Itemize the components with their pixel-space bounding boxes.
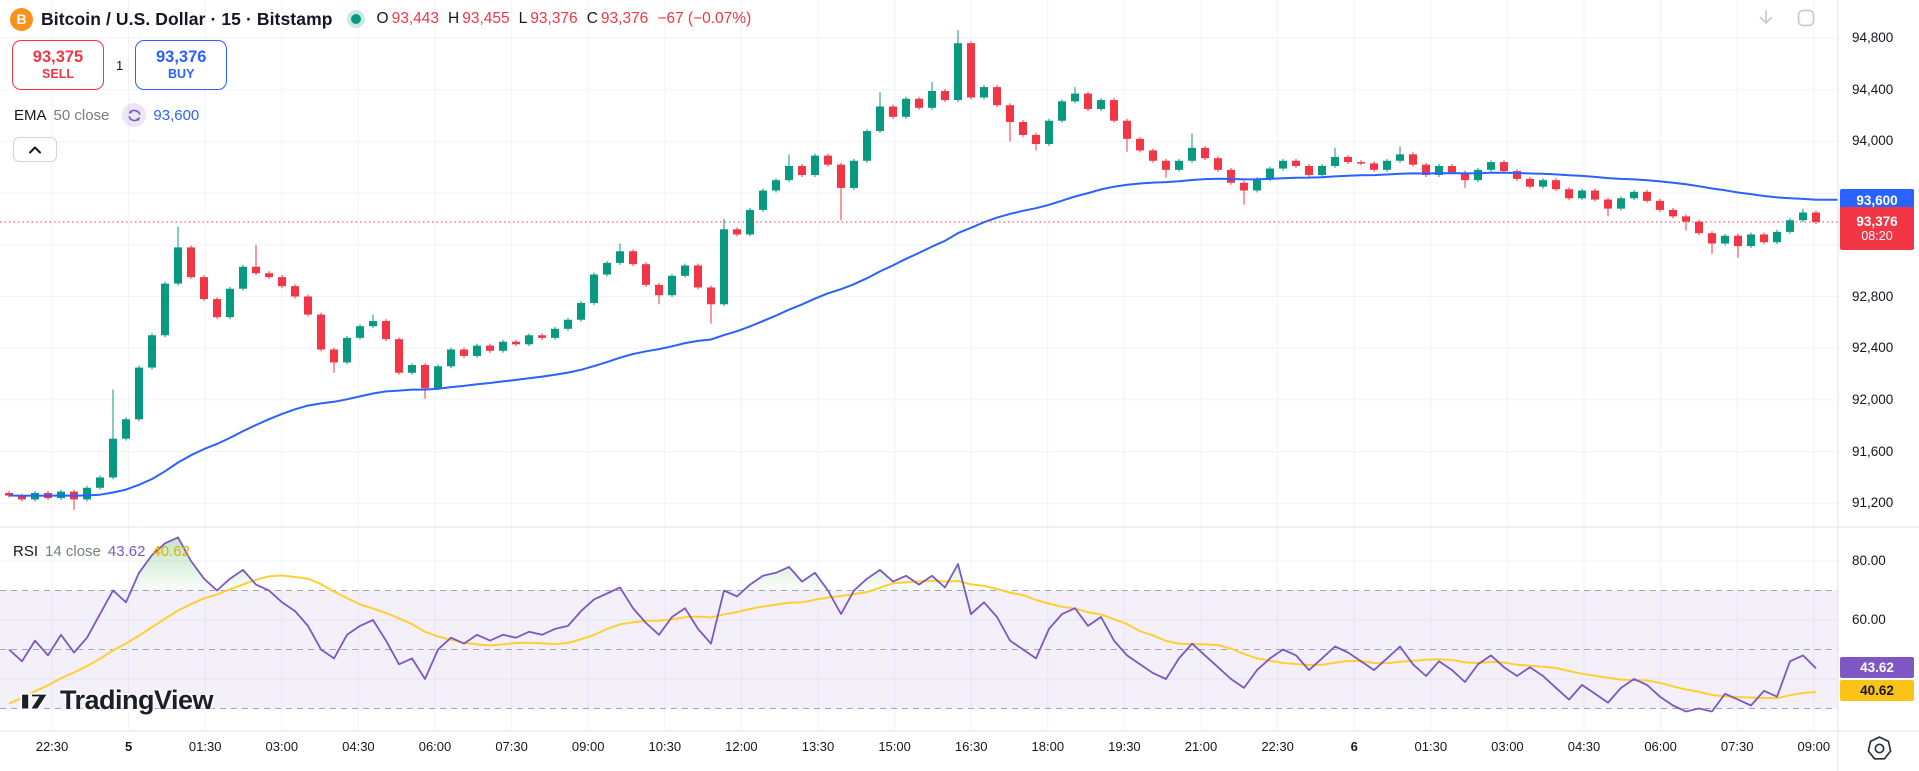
rsi-axis-label: 80.00 [1852, 553, 1886, 568]
high-label: H [448, 10, 460, 27]
buy-label: BUY [168, 67, 195, 82]
rsi-ma-value[interactable]: 40.62 [152, 543, 190, 560]
fullscreen-icon[interactable] [1792, 4, 1820, 32]
rsi-name[interactable]: RSI [13, 543, 39, 560]
symbol-header: B Bitcoin / U.S. Dollar · 15 · Bitstamp … [10, 6, 751, 32]
time-axis-label: 22:30 [1261, 739, 1294, 754]
market-status-icon[interactable] [350, 14, 361, 24]
candles-down [5, 41, 1820, 510]
bitcoin-logo-icon: B [10, 7, 33, 31]
time-axis-label: 03:00 [265, 739, 299, 754]
time-axis-label: 19:30 [1108, 739, 1141, 754]
time-axis-label: 10:30 [648, 739, 682, 754]
time-axis-label: 21:00 [1184, 739, 1218, 754]
low-value: 93,376 [530, 10, 578, 27]
time-axis-label: 01:30 [188, 739, 222, 754]
ema-price-badge: 93,600 [1840, 189, 1914, 211]
price-axis-label: 92,000 [1852, 391, 1894, 407]
change-value: −67 (−0.07%) [657, 10, 752, 27]
sell-button[interactable]: 93,375 SELL [12, 40, 104, 90]
spread-value: 1 [116, 57, 124, 73]
settings-icon[interactable] [1866, 735, 1893, 767]
buy-price: 93,376 [156, 48, 207, 67]
time-axis-label: 13:30 [801, 739, 835, 754]
time-axis-label: 06:00 [1644, 739, 1677, 754]
last-price-badge: 93,376 08:20 [1840, 207, 1914, 250]
rsi-value[interactable]: 43.62 [107, 543, 146, 560]
low-label: L [518, 10, 528, 27]
time-axis-label: 03:00 [1491, 739, 1524, 754]
time-axis-label: 04:30 [342, 739, 375, 754]
rsi-legend[interactable]: RSI 14 close 43.62 40.62 [13, 543, 190, 560]
high-value: 93,455 [462, 10, 510, 27]
price-axis-label: 92,400 [1852, 340, 1894, 356]
ema-name[interactable]: EMA [14, 106, 47, 124]
price-axis-label: 91,200 [1852, 495, 1894, 511]
tradingview-logo-icon [20, 693, 50, 711]
price-axis-label: 94,800 [1852, 30, 1894, 45]
trade-panel: 93,375 SELL 1 93,376 BUY [12, 40, 228, 90]
time-axis-label: 06:00 [418, 739, 452, 754]
close-value: 93,376 [600, 10, 649, 27]
time-axis-label: 01:30 [1414, 739, 1448, 754]
price-axis-label: 94,400 [1852, 81, 1894, 97]
rsi-value-badge: 43.62 [1840, 657, 1914, 678]
time-axis-label: 12:00 [725, 739, 758, 754]
time-axis-label: 22:30 [35, 739, 69, 754]
ema-legend[interactable]: EMA 50 close 93,600 [14, 103, 199, 127]
time-axis-label: 07:30 [495, 739, 528, 754]
price-axis-label: 91,600 [1852, 443, 1894, 459]
time-axis-label: 07:30 [1720, 739, 1754, 754]
time-axis-label: 16:30 [954, 739, 988, 754]
time-axis-label: 09:00 [1797, 739, 1831, 754]
chevron-up-icon [29, 146, 41, 153]
refresh-icon[interactable] [122, 103, 147, 127]
time-axis-label: 6 [1350, 739, 1358, 754]
price-axis-label: 94,000 [1852, 133, 1894, 149]
time-axis-label: 09:00 [571, 739, 605, 754]
open-value: 93,443 [391, 10, 440, 27]
close-label: C [586, 10, 598, 27]
ema-value[interactable]: 93,600 [153, 106, 200, 124]
candles-up [31, 30, 1807, 502]
ohlc-readout: O 93,443 H 93,455 L 93,376 C 93,376 −67 … [377, 10, 752, 28]
sell-label: SELL [42, 67, 74, 82]
symbol-title[interactable]: Bitcoin / U.S. Dollar · 15 · Bitstamp [41, 8, 333, 29]
open-label: O [376, 10, 389, 27]
watermark-text: TradingView [60, 685, 214, 715]
buy-button[interactable]: 93,376 BUY [135, 40, 228, 90]
price-axis-label: 92,800 [1852, 288, 1894, 304]
tradingview-watermark[interactable]: TradingView [18, 684, 214, 717]
arrow-down-icon[interactable] [1752, 4, 1780, 32]
collapse-legend-button[interactable] [13, 137, 57, 162]
time-axis-label: 5 [124, 739, 133, 754]
time-axis-label: 15:00 [878, 739, 911, 754]
sell-price: 93,375 [32, 48, 84, 67]
rsi-axis-label: 60.00 [1852, 612, 1886, 627]
rsi-ma-value-badge: 40.62 [1840, 680, 1914, 701]
time-axis-label: 18:00 [1031, 739, 1065, 754]
ema-params[interactable]: 50 close [53, 106, 110, 124]
time-axis-label: 04:30 [1567, 739, 1601, 754]
header-toolbar [1752, 4, 1820, 32]
rsi-params[interactable]: 14 close [45, 543, 101, 560]
